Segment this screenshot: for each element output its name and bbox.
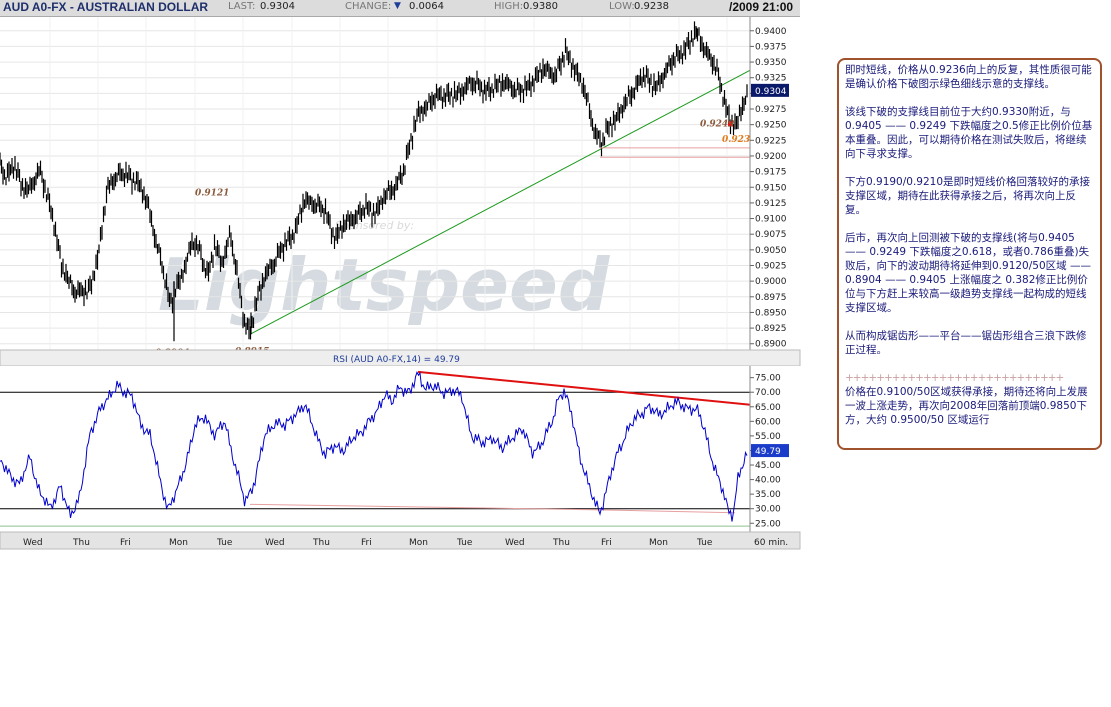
time-x-axis: Wed Thu Fri Mon Tue Wed Thu Fri Mon Tue Wed Thu Fri M… [23, 538, 788, 548]
price-tick-label: 0.9075 [755, 230, 787, 240]
annotation-0.9236: 0.9236 [722, 135, 757, 145]
price-panel: Sponsored by: Lightspeed 0.94050.91210.8… [0, 17, 805, 359]
price-tick-label: 0.8925 [755, 324, 787, 334]
rsi-tick-label: 30.00 [755, 505, 781, 515]
rsi-tick-label: 55.00 [755, 432, 781, 442]
rsi-panel: 75.0070.0065.0060.0055.0050.0045.0040.00… [0, 366, 805, 532]
last-price-rect [751, 83, 789, 97]
price-tick-label: 0.9375 [755, 42, 787, 52]
rsi-tick-label: 40.00 [755, 476, 781, 486]
x-tick-label: Wed [265, 538, 285, 548]
analysis-note: 即时短线，价格从0.9236向上的反复，其性质很可能是确认价格下破图示绿色细线示… [837, 58, 1102, 450]
price-tick-label: 0.9350 [755, 58, 787, 68]
price-tick-label: 0.9000 [755, 277, 787, 287]
rsi-tick-label: 35.00 [755, 490, 781, 500]
change-label: CHANGE: [345, 1, 392, 12]
x-tick-label: Fri [361, 538, 372, 548]
price-tick-label: 0.9250 [755, 121, 787, 131]
price-y-axis: 0.94000.93750.93500.93250.93000.92750.92… [750, 27, 787, 350]
price-tick-label: 0.9125 [755, 199, 787, 209]
x-unit-label: 60 min. [754, 538, 788, 548]
rsi-series [0, 371, 748, 522]
last-price-text: 0.9304 [755, 87, 787, 97]
annotation-0.9405: 0.9405 [685, 17, 719, 19]
rsi-tick-label: 65.00 [755, 403, 781, 413]
rsi-tick-label: 70.00 [755, 388, 781, 398]
time-axis-bar [0, 531, 801, 550]
rsi-lower-trend [249, 503, 736, 514]
high-label: HIGH: [494, 1, 524, 12]
note-paragraph: 从而构成锯齿形——平台——锯齿形组合三浪下跌修正过程。 [845, 330, 1087, 356]
last-price-box: 0.9304 [751, 83, 789, 97]
price-tick-label: 0.8950 [755, 308, 787, 318]
x-tick-label: Thu [312, 538, 330, 548]
note-paragraph: 即时短线，价格从0.9236向上的反复，其性质很可能是确认价格下破图示绿色细线示… [845, 64, 1092, 90]
marker-0.9249 [728, 121, 733, 127]
price-tick-label: 0.9050 [755, 246, 787, 256]
annotation-0.9121: 0.9121 [195, 188, 229, 198]
rsi-last-text: 49.79 [755, 447, 781, 457]
annotation-0.9249: 0.9249 [700, 120, 735, 130]
x-tick-label: Fri [120, 538, 131, 548]
x-tick-label: Mon [169, 538, 188, 548]
x-tick-label: Tue [216, 538, 233, 548]
chart-header: AUD A0-FX - AUSTRALIAN DOLLAR LAST: 0.93… [0, 0, 800, 17]
instrument-title: AUD A0-FX - AUSTRALIAN DOLLAR [3, 0, 209, 14]
price-tick-label: 0.9150 [755, 183, 787, 193]
price-axis-bg [750, 17, 805, 350]
price-tick-label: 0.8975 [755, 293, 787, 303]
last-value: 0.9304 [260, 1, 295, 12]
rsi-tick-label: 60.00 [755, 417, 781, 427]
x-tick-label: Wed [23, 538, 43, 548]
x-tick-label: Thu [552, 538, 570, 548]
price-tick-label: 0.9275 [755, 105, 787, 115]
rsi-plot-bg [0, 366, 750, 532]
rsi-last-rect [751, 444, 789, 458]
rsi-line [0, 371, 748, 522]
price-tick-label: 0.8900 [755, 340, 787, 350]
note-paragraph: 后市，再次向上回测被下破的支撑线(将与0.9405 —— 0.9249 下跌幅度… [845, 232, 1091, 314]
chart-area: Sponsored by: Lightspeed 0.94050.91210.8… [0, 17, 805, 550]
watermark-sponsored: Sponsored by: [335, 219, 414, 232]
high-value: 0.9380 [523, 1, 558, 12]
x-tick-label: Mon [649, 538, 668, 548]
rsi-last-box: 49.79 [751, 444, 789, 458]
price-bars [0, 21, 748, 340]
change-value: 0.0064 [409, 1, 444, 12]
rsi-divergence-line [417, 370, 801, 411]
rsi-label: RSI (AUD A0-FX,14) = 49.79 [333, 355, 460, 365]
chart-datetime: /2009 21:00 [729, 0, 794, 14]
low-value: 0.9238 [634, 1, 669, 12]
down-arrow-icon: ▼ [394, 1, 401, 11]
price-tick-label: 0.9200 [755, 152, 787, 162]
note-closing: 价格在0.9100/50区域获得承接，期待还将向上发展一波上涨走势，再次向200… [845, 386, 1088, 426]
note-paragraph: 该线下破的支撑线目前位于大约0.9330附近，与0.9405 —— 0.9249… [845, 106, 1093, 160]
x-tick-label: Mon [409, 538, 428, 548]
price-tick-label: 0.9175 [755, 168, 787, 178]
price-tick-label: 0.9400 [755, 27, 787, 37]
rsi-tick-label: 25.00 [755, 519, 781, 529]
note-paragraph: 下方0.9190/0.9210是即时短线价格回落较好的承接支撑区域，期待在此获得… [845, 176, 1091, 216]
x-tick-label: Tue [456, 538, 473, 548]
price-tick-label: 0.9325 [755, 74, 787, 84]
last-label: LAST: [228, 1, 256, 12]
low-label: LOW: [609, 1, 635, 12]
x-tick-label: Tue [696, 538, 713, 548]
note-separator: ++++++++++++++++++++++++++++ [845, 372, 1064, 384]
price-tick-label: 0.9100 [755, 215, 787, 225]
rsi-tick-label: 75.00 [755, 374, 781, 384]
rsi-trendlines [249, 370, 801, 514]
x-tick-label: Wed [505, 538, 525, 548]
x-tick-label: Fri [601, 538, 612, 548]
x-tick-label: Thu [72, 538, 90, 548]
price-tick-label: 0.9025 [755, 261, 787, 271]
rsi-tick-label: 45.00 [755, 461, 781, 471]
price-tick-label: 0.9225 [755, 136, 787, 146]
